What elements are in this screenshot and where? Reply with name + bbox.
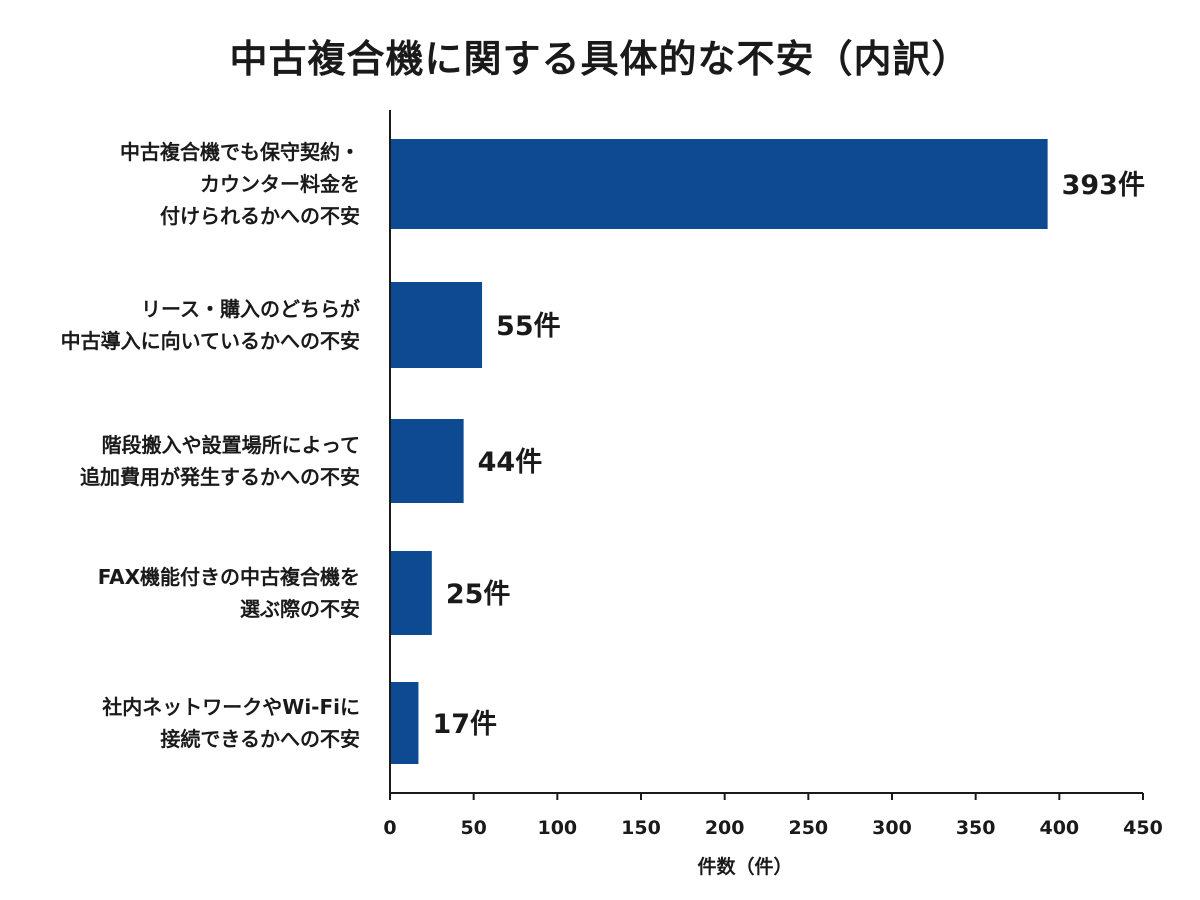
bar-3 bbox=[390, 419, 464, 503]
category-label-4-line-1: FAX機能付きの中古複合機を bbox=[98, 565, 360, 589]
x-tick-label-0: 0 bbox=[383, 817, 396, 839]
chart-title: 中古複合機に関する具体的な不安（内訳） bbox=[229, 37, 971, 81]
x-tick-label-50: 50 bbox=[460, 817, 486, 839]
x-axis-title: 件数（件） bbox=[697, 855, 792, 878]
x-tick-label-450: 450 bbox=[1123, 817, 1163, 839]
x-tick-label-400: 400 bbox=[1039, 817, 1079, 839]
category-label-1-line-3: 付けられるかへの不安 bbox=[160, 204, 360, 228]
value-label-1: 393件 bbox=[1062, 170, 1145, 201]
category-label-2-line-1: リース・購入のどちらが bbox=[141, 297, 360, 321]
bar-5 bbox=[390, 682, 419, 764]
category-label-5-line-2: 接続できるかへの不安 bbox=[160, 727, 360, 751]
value-label-3: 44件 bbox=[478, 447, 543, 478]
x-tick-label-300: 300 bbox=[872, 817, 912, 839]
value-label-4: 25件 bbox=[446, 579, 511, 610]
category-label-3-line-1: 階段搬入や設置場所によって bbox=[102, 433, 360, 457]
x-tick-label-100: 100 bbox=[537, 817, 577, 839]
x-tick-label-200: 200 bbox=[705, 817, 745, 839]
x-tick-label-350: 350 bbox=[956, 817, 996, 839]
x-tick-label-250: 250 bbox=[788, 817, 828, 839]
category-label-5-line-1: 社内ネットワークやWi-Fiに bbox=[101, 695, 360, 719]
category-label-1-line-1: 中古複合機でも保守契約・ bbox=[120, 140, 360, 164]
bar-1 bbox=[390, 139, 1048, 229]
bar-2 bbox=[390, 282, 483, 368]
x-tick-label-150: 150 bbox=[621, 817, 661, 839]
value-label-2: 55件 bbox=[496, 311, 561, 342]
category-label-1-line-2: カウンター料金を bbox=[200, 172, 360, 196]
category-label-3-line-2: 追加費用が発生するかへの不安 bbox=[80, 465, 360, 489]
category-label-2-line-2: 中古導入に向いているかへの不安 bbox=[61, 329, 360, 353]
bar-4 bbox=[390, 551, 432, 635]
value-label-5: 17件 bbox=[432, 709, 497, 740]
category-label-4-line-2: 選ぶ際の不安 bbox=[240, 597, 360, 621]
